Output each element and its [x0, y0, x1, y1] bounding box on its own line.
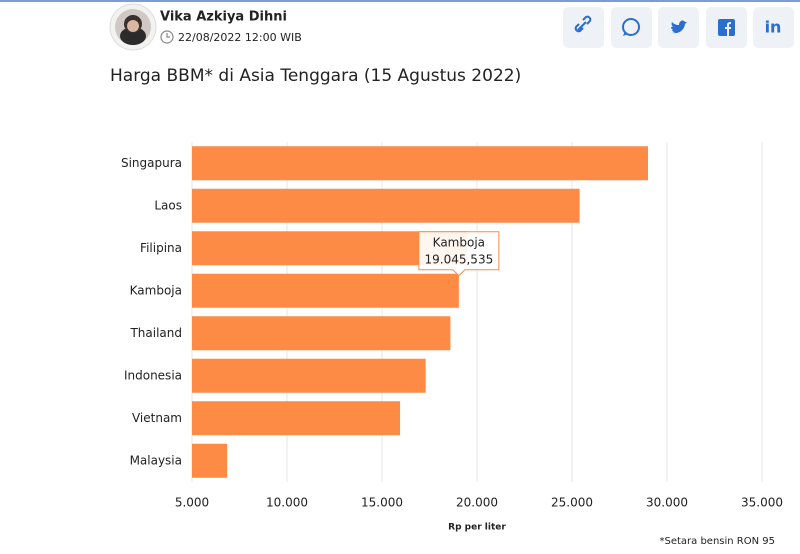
svg-text:in: in — [765, 18, 782, 37]
share-buttons: in — [563, 7, 794, 48]
tooltip-category: Kamboja — [433, 235, 485, 249]
y-tick-label: Laos — [154, 198, 182, 212]
bar — [192, 273, 459, 308]
clock-icon — [160, 30, 174, 44]
y-tick-label: Thailand — [129, 326, 182, 340]
bar — [192, 401, 401, 436]
bar — [192, 443, 228, 478]
tooltip: Kamboja 19.045,535 — [418, 231, 500, 277]
bar — [192, 146, 648, 181]
x-tick-label: 30.000 — [646, 496, 688, 510]
footnote: *Setara bensin RON 95 — [659, 536, 775, 547]
y-tick-label: Malaysia — [130, 453, 182, 467]
chart-title: Harga BBM* di Asia Tenggara (15 Agustus … — [110, 66, 521, 86]
x-axis-label: Rp per liter — [448, 523, 506, 533]
share-link[interactable] — [563, 7, 604, 48]
avatar — [109, 3, 157, 51]
x-tick-label: 5.000 — [175, 496, 209, 510]
author: Vika Azkiya Dihni — [160, 10, 287, 25]
y-tick-label: Indonesia — [124, 368, 182, 382]
bar — [192, 316, 451, 351]
tooltip-value: 19.045,535 — [425, 252, 494, 266]
x-tick-label: 20.000 — [456, 496, 498, 510]
y-tick-label: Filipina — [140, 241, 182, 255]
x-tick-label: 25.000 — [551, 496, 593, 510]
tooltip-box — [418, 231, 500, 277]
x-tick-label: 10.000 — [266, 496, 308, 510]
y-tick-label: Vietnam — [132, 411, 182, 425]
bar — [192, 358, 426, 393]
share-facebook[interactable] — [706, 7, 747, 48]
y-tick-label: Singapura — [121, 156, 182, 170]
share-linkedin[interactable]: in — [753, 7, 794, 48]
bar — [192, 188, 580, 223]
x-tick-label: 35.000 — [741, 496, 783, 510]
share-whatsapp[interactable] — [611, 7, 652, 48]
y-tick-label: Kamboja — [130, 283, 182, 297]
x-tick-label: 15.000 — [361, 496, 403, 510]
share-twitter[interactable] — [658, 7, 699, 48]
date: 22/08/2022 12:00 WIB — [178, 31, 302, 44]
